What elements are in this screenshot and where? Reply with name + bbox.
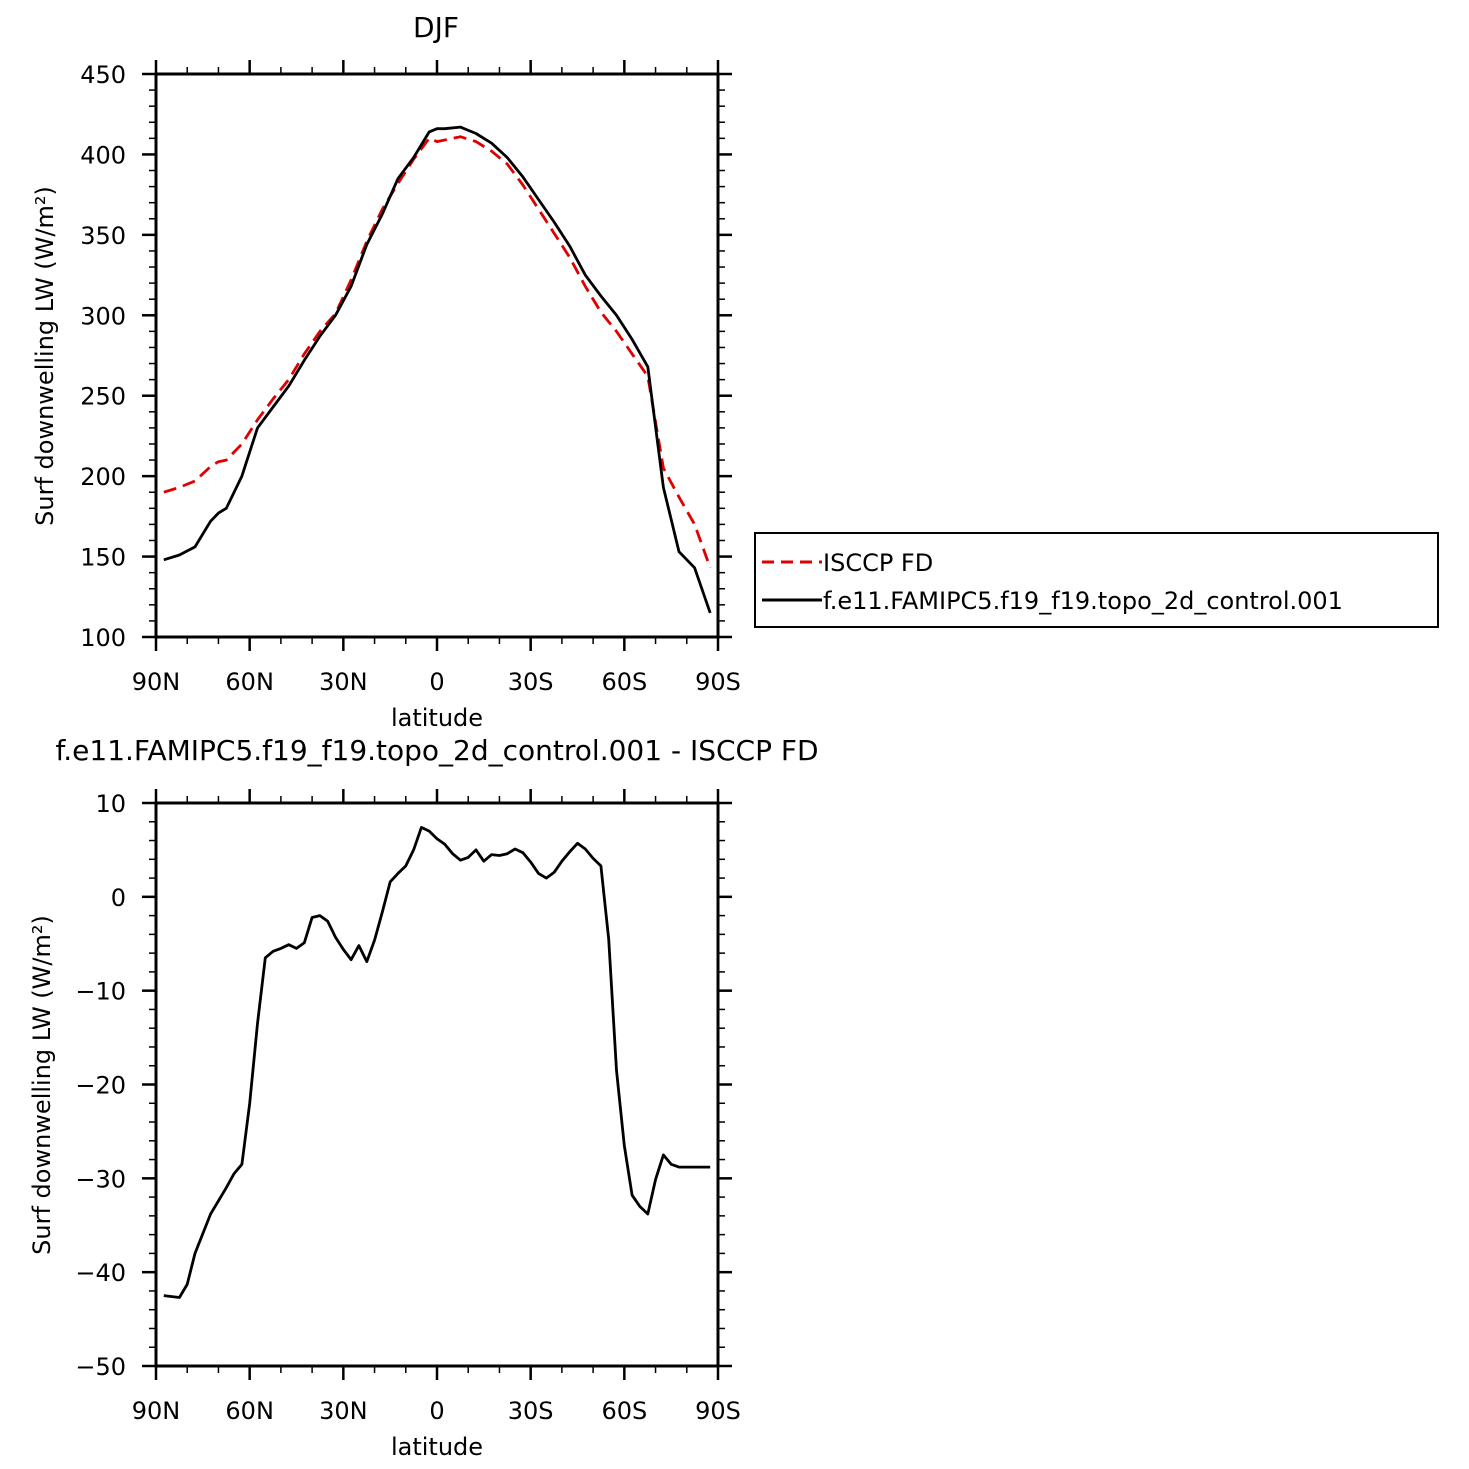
bottom-x-axis-label: latitude bbox=[391, 1433, 483, 1461]
top-series-line-1 bbox=[163, 125, 712, 614]
bottom-y-tick-label: −20 bbox=[75, 1072, 126, 1100]
bottom-x-tick-label: 30N bbox=[319, 1397, 368, 1425]
top-x-tick-label: 90N bbox=[132, 668, 181, 696]
bottom-series-line-0 bbox=[163, 826, 711, 1299]
bottom-line-chart: f.e11.FAMIPC5.f19_f19.topo_2d_control.00… bbox=[28, 734, 819, 1461]
top-series-line-0 bbox=[163, 135, 712, 569]
bottom-y-tick-label: −30 bbox=[75, 1165, 126, 1193]
bottom-y-axis-label: Surf downwelling LW (W/m²) bbox=[28, 915, 56, 1255]
top-y-tick-label: 300 bbox=[80, 302, 126, 330]
bottom-y-tick-label: −10 bbox=[75, 978, 126, 1006]
top-line-chart: DJF 100 150 200 250 300 350 400 450 90N 60N 30N 0 30… bbox=[31, 11, 1439, 732]
top-y-tick-label: 200 bbox=[80, 463, 126, 491]
legend: ISCCP FD f.e11.FAMIPC5.f19_f19.topo_2d_c… bbox=[754, 532, 1439, 628]
bottom-y-tick-label: −40 bbox=[75, 1259, 126, 1287]
bottom-y-tick-label: 10 bbox=[95, 790, 126, 818]
top-x-tick-label: 0 bbox=[429, 668, 444, 696]
bottom-y-tick-label: −50 bbox=[75, 1353, 126, 1381]
bottom-chart-title: f.e11.FAMIPC5.f19_f19.topo_2d_control.00… bbox=[55, 734, 818, 767]
legend-label-isccp: ISCCP FD bbox=[823, 549, 933, 577]
top-x-tick-label: 30S bbox=[508, 668, 554, 696]
top-y-axis-label: Surf downwelling LW (W/m²) bbox=[31, 186, 59, 526]
bottom-plot-frame bbox=[154, 801, 720, 1368]
top-y-tick-label: 250 bbox=[80, 383, 126, 411]
top-chart-axes: 100 150 200 250 300 350 400 450 90N 60N 30N 0 30S 60S… bbox=[80, 60, 741, 696]
top-chart-series bbox=[163, 125, 712, 614]
bottom-chart-series bbox=[163, 826, 711, 1299]
top-y-tick-label: 100 bbox=[80, 624, 126, 652]
top-x-tick-label: 60N bbox=[225, 668, 274, 696]
top-y-tick-label: 150 bbox=[80, 544, 126, 572]
bottom-x-tick-label: 90N bbox=[132, 1397, 181, 1425]
top-chart-title: DJF bbox=[413, 11, 459, 44]
bottom-x-tick-label: 60N bbox=[225, 1397, 274, 1425]
bottom-chart-axes: −50 −40 −30 −20 −10 0 10 90N 60N 30N 0 30S 60S 90S bbox=[75, 789, 741, 1425]
legend-box bbox=[754, 532, 1439, 628]
bottom-y-tick-label: 0 bbox=[111, 884, 126, 912]
top-y-tick-label: 350 bbox=[80, 222, 126, 250]
bottom-x-tick-label: 0 bbox=[429, 1397, 444, 1425]
top-y-tick-label: 400 bbox=[80, 141, 126, 169]
bottom-x-tick-label: 30S bbox=[508, 1397, 554, 1425]
top-y-tick-label: 450 bbox=[80, 61, 126, 89]
legend-label-model: f.e11.FAMIPC5.f19_f19.topo_2d_control.00… bbox=[823, 587, 1343, 615]
top-x-tick-label: 90S bbox=[695, 668, 741, 696]
bottom-x-tick-label: 90S bbox=[695, 1397, 741, 1425]
top-x-axis-label: latitude bbox=[391, 704, 483, 732]
top-x-tick-label: 60S bbox=[601, 668, 647, 696]
bottom-x-tick-label: 60S bbox=[601, 1397, 647, 1425]
top-x-tick-label: 30N bbox=[319, 668, 368, 696]
